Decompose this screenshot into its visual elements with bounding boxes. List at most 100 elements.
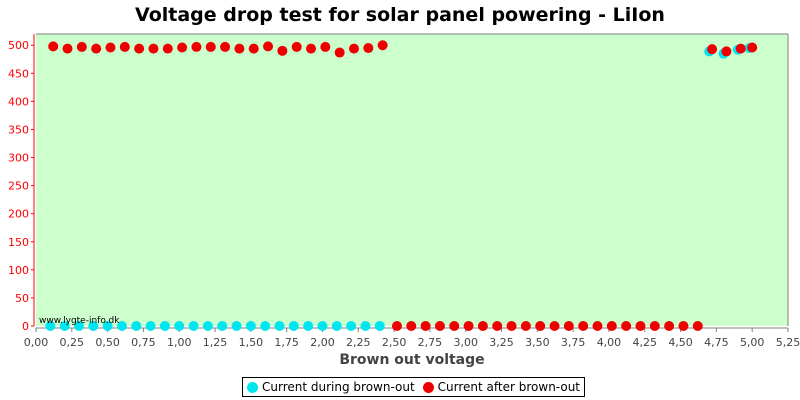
y-tick-label: 50 [15, 292, 29, 305]
y-tick-label: 0 [22, 320, 29, 333]
point-current-after [563, 321, 574, 331]
point-current-after [306, 43, 317, 54]
point-current-during [145, 321, 156, 331]
point-current-during [317, 321, 328, 331]
x-tick-label: 3,50 [525, 336, 550, 349]
x-tick-label: 1,00 [167, 336, 192, 349]
point-current-during [188, 321, 199, 331]
point-current-after [420, 321, 431, 331]
x-tick-label: 4,25 [633, 336, 658, 349]
point-current-after [506, 321, 517, 331]
x-tick-label: 1,50 [239, 336, 264, 349]
point-current-after [635, 321, 646, 331]
point-current-after [191, 41, 202, 52]
point-current-after [678, 321, 689, 331]
legend-item-after: Current after brown-out [422, 380, 580, 394]
point-current-after [492, 321, 503, 331]
plot-background [36, 34, 788, 326]
legend-swatch-red-icon [422, 381, 434, 393]
point-current-after [391, 321, 402, 331]
point-current-after [606, 321, 617, 331]
x-tick-label: 0,50 [95, 336, 120, 349]
point-current-during [331, 321, 342, 331]
point-current-after [747, 42, 758, 53]
x-tick-label: 0,75 [131, 336, 156, 349]
x-tick-label: 2,75 [418, 336, 443, 349]
point-current-after [119, 41, 130, 52]
point-current-after [406, 321, 417, 331]
point-current-during [346, 321, 357, 331]
x-tick-label: 0,00 [24, 336, 49, 349]
point-current-during [73, 321, 84, 331]
point-current-after [76, 41, 87, 52]
x-tick-label: 3,00 [453, 336, 478, 349]
y-tick-label: 200 [8, 208, 29, 221]
point-current-during [131, 321, 142, 331]
point-current-after [148, 43, 159, 54]
point-current-after [48, 41, 59, 52]
point-current-during [374, 321, 385, 331]
x-tick-label: 2,25 [346, 336, 371, 349]
point-current-after [463, 321, 474, 331]
point-current-after [234, 43, 245, 54]
point-current-during [116, 321, 127, 331]
point-current-after [291, 41, 302, 52]
legend-label-during: Current during brown-out [262, 380, 415, 394]
point-current-during [102, 321, 113, 331]
point-current-after [721, 46, 732, 57]
point-current-after [477, 321, 488, 331]
x-tick-label: 4,50 [668, 336, 693, 349]
legend-item-during: Current during brown-out [247, 380, 415, 394]
x-tick-label: 1,25 [203, 336, 228, 349]
point-current-during [303, 321, 314, 331]
point-current-during [59, 321, 70, 331]
point-current-after [363, 43, 374, 54]
point-current-after [664, 321, 675, 331]
point-current-during [88, 321, 99, 331]
y-tick-label: 450 [8, 67, 29, 80]
point-current-during [245, 321, 256, 331]
point-current-after [649, 321, 660, 331]
point-current-during [202, 321, 213, 331]
y-tick-label: 250 [8, 180, 29, 193]
watermark: www.lygte-info.dk [39, 316, 120, 326]
y-tick-label: 500 [8, 39, 29, 52]
point-current-after [592, 321, 603, 331]
x-tick-label: 5,00 [740, 336, 765, 349]
y-tick-label: 150 [8, 236, 29, 249]
point-current-after [205, 41, 216, 52]
y-tick-label: 350 [8, 123, 29, 136]
point-current-after [735, 43, 746, 54]
point-current-after [277, 45, 288, 56]
point-current-after [105, 42, 116, 53]
x-tick-label: 3,75 [561, 336, 586, 349]
point-current-after [177, 42, 188, 53]
point-current-during [159, 321, 170, 331]
x-tick-label: 2,50 [382, 336, 407, 349]
point-current-during [260, 321, 271, 331]
y-tick-label: 100 [8, 264, 29, 277]
point-current-after [334, 47, 345, 58]
x-tick-label: 1,75 [274, 336, 299, 349]
point-current-after [263, 41, 274, 52]
point-current-after [248, 43, 259, 54]
x-tick-label: 4,75 [704, 336, 729, 349]
x-tick-label: 0,25 [60, 336, 85, 349]
point-current-after [621, 321, 632, 331]
point-current-after [320, 41, 331, 52]
point-current-after [692, 321, 703, 331]
point-current-after [377, 40, 388, 51]
point-current-during [231, 321, 242, 331]
point-current-during [174, 321, 185, 331]
x-tick-label: 5,25 [776, 336, 800, 349]
point-current-after [549, 321, 560, 331]
point-current-during [217, 321, 228, 331]
point-current-after [162, 43, 173, 54]
point-current-after [707, 44, 718, 55]
y-tick-label: 400 [8, 95, 29, 108]
point-current-after [535, 321, 546, 331]
legend-swatch-cyan-icon [247, 381, 258, 393]
x-tick-label: 4,00 [597, 336, 622, 349]
